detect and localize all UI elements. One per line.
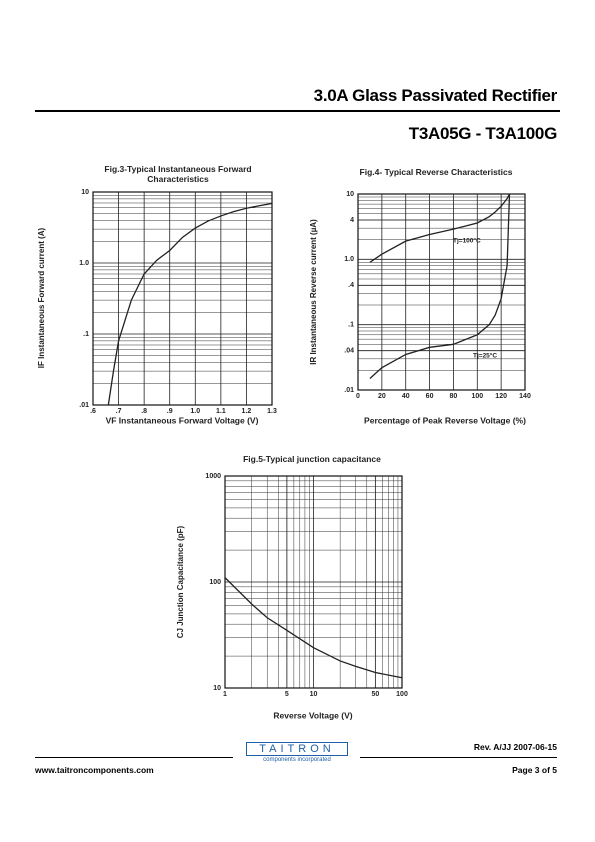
x-tick-label: 1.1 xyxy=(216,408,226,415)
x-tick-label: 120 xyxy=(495,393,507,400)
x-tick-label: 80 xyxy=(450,393,458,400)
doc-title: 3.0A Glass Passivated Rectifier xyxy=(313,86,558,105)
y-tick-label: 10 xyxy=(213,685,221,692)
x-tick-label: .6 xyxy=(90,408,96,415)
data-line xyxy=(107,202,273,406)
x-tick-label: 0 xyxy=(356,393,360,400)
y-tick-label: .01 xyxy=(79,402,89,409)
y-axis-label: CJ Junction Capacitance (pF) xyxy=(176,525,185,638)
revision: Rev. A/JJ 2007-06-15 xyxy=(473,742,557,752)
data-line xyxy=(369,193,511,379)
chart-title: Fig.3-Typical Instantaneous Forward Char… xyxy=(104,164,252,184)
y-tick-label: 1.0 xyxy=(79,260,89,267)
y-tick-label: 100 xyxy=(209,579,221,586)
x-tick-label: 50 xyxy=(371,691,379,698)
header-rule xyxy=(35,110,560,112)
y-tick-label: .4 xyxy=(348,282,354,289)
logo: TAITRON xyxy=(246,742,348,756)
curve-label: Tj=25°C xyxy=(473,352,497,360)
x-axis-label: Reverse Voltage (V) xyxy=(273,710,352,720)
chart: 10 100 1000 1 5 10 50 100 Reverse Voltage (V) CJ … xyxy=(176,473,408,720)
y-axis-label: IF Instantaneous Forward current (A) xyxy=(37,227,46,368)
x-tick-label: 40 xyxy=(402,393,410,400)
chart-title: Fig.4- Typical Reverse Characteristics xyxy=(359,167,513,177)
x-tick-label: 10 xyxy=(310,691,318,698)
x-tick-label: 100 xyxy=(471,393,483,400)
website: www.taitroncomponents.com xyxy=(35,765,154,775)
y-tick-label: 1000 xyxy=(205,473,221,480)
y-tick-label: .1 xyxy=(348,322,354,329)
plot-frame xyxy=(224,475,403,689)
part-range: T3A05G - T3A100G xyxy=(408,124,558,143)
x-tick-label: 1.2 xyxy=(242,408,252,415)
x-tick-label: 60 xyxy=(426,393,434,400)
x-tick-label: 100 xyxy=(396,691,408,698)
x-axis-label: VF Instantaneous Forward Voltage (V) xyxy=(106,415,259,425)
x-axis-label: Percentage of Peak Reverse Voltage (%) xyxy=(364,415,526,425)
x-tick-label: .7 xyxy=(116,408,122,415)
data-line xyxy=(224,577,403,679)
chart-title: Fig.5-Typical junction capacitance xyxy=(243,454,381,464)
x-tick-label: 20 xyxy=(378,393,386,400)
y-tick-label: .01 xyxy=(344,387,354,394)
x-tick-label: 140 xyxy=(519,393,531,400)
plot-frame xyxy=(92,191,273,406)
x-tick-label: 1.3 xyxy=(267,408,277,415)
y-tick-label: .1 xyxy=(83,331,89,338)
logo-tagline: components incorporated xyxy=(263,757,331,763)
x-tick-label: .8 xyxy=(141,408,147,415)
x-tick-label: 1.0 xyxy=(190,408,200,415)
page-number: Page 3 of 5 xyxy=(512,765,557,775)
x-tick-label: 1 xyxy=(223,691,227,698)
plot-frame xyxy=(357,193,526,391)
footer-rule xyxy=(360,757,557,758)
footer-rule xyxy=(35,757,233,758)
curve-label: Tj=100°C xyxy=(453,237,481,245)
y-tick-label: 4 xyxy=(350,217,354,224)
data-line xyxy=(369,193,511,263)
y-axis-label: IR Instantaneous Reverse current (µA) xyxy=(309,219,318,365)
y-tick-label: .04 xyxy=(344,348,354,355)
y-tick-label: 10 xyxy=(346,191,354,198)
y-tick-label: 1.0 xyxy=(344,256,354,263)
x-tick-label: .9 xyxy=(167,408,173,415)
y-tick-label: 10 xyxy=(81,189,89,196)
chart: .01 .1 1.0 10 .6 .7 .8 .9 1.0 1.1 1.2 1.3 VF Instant… xyxy=(37,189,277,425)
x-tick-label: 5 xyxy=(285,691,289,698)
